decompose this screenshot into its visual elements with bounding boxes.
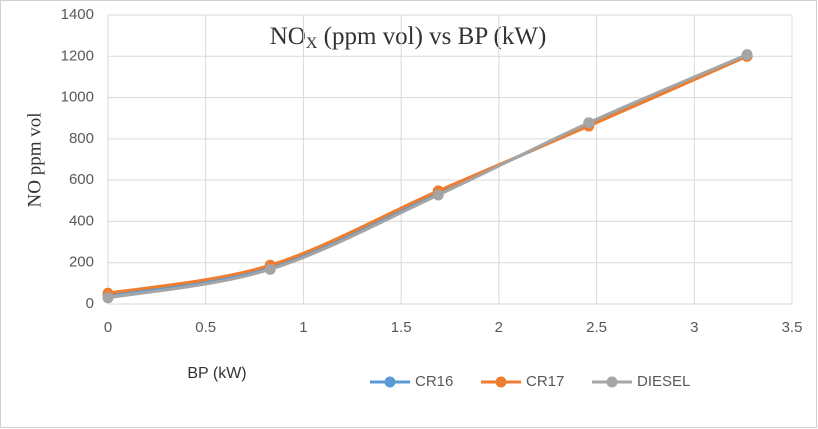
x-tick-label: 1 (299, 319, 307, 336)
y-tick-label: 200 (69, 254, 94, 271)
x-tick-label: 3 (690, 319, 698, 336)
data-point (583, 117, 595, 129)
chart-title: NOX (ppm vol) vs BP (kW) (270, 23, 547, 52)
data-point (741, 49, 753, 61)
data-point (264, 263, 276, 275)
y-tick-label: 1200 (61, 47, 94, 64)
y-tick-label: 0 (86, 295, 94, 312)
legend-marker (495, 376, 507, 388)
legend-label: CR16 (415, 373, 453, 390)
x-tick-label: 0 (104, 319, 112, 336)
y-tick-label: 600 (69, 171, 94, 188)
y-axis-label: NO ppm vol (24, 113, 45, 208)
data-point (102, 292, 114, 304)
x-tick-label: 2 (495, 319, 503, 336)
title-main: NO (270, 23, 306, 50)
y-tick-label: 1000 (61, 89, 94, 106)
legend-label: DIESEL (637, 373, 690, 390)
data-point (432, 189, 444, 201)
y-tick-label: 1400 (61, 6, 94, 23)
title-sub: X (306, 35, 318, 52)
x-tick-label: 2.5 (586, 319, 607, 336)
legend-marker (384, 376, 396, 388)
x-tick-label: 0.5 (195, 319, 216, 336)
y-tick-label: 800 (69, 130, 94, 147)
x-tick-label: 1.5 (391, 319, 412, 336)
title-rest: (ppm vol) vs BP (kW) (317, 23, 546, 50)
legend-label: CR17 (526, 373, 564, 390)
x-axis-label: BP (kW) (187, 365, 246, 382)
x-tick-label: 3.5 (782, 319, 803, 336)
legend-marker (606, 376, 618, 388)
y-tick-label: 400 (69, 212, 94, 229)
